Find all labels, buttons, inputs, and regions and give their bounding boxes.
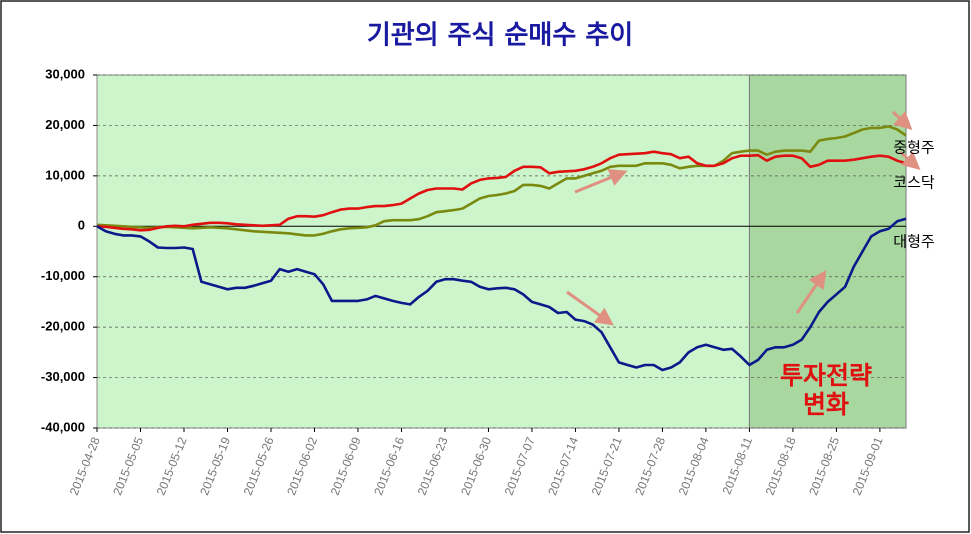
x-tick-label: 2015-07-28 [632,435,668,497]
y-tick-label: 10,000 [45,167,85,182]
y-tick-label: -30,000 [41,369,85,384]
y-tick-label: 0 [78,218,85,233]
highlight-region [748,74,907,429]
arrow [899,150,921,170]
x-tick-label: 2015-07-07 [502,435,538,497]
plot-area: 30,000 20,000 10,000 0 -10,000 -20,000 -30,000… [41,66,907,497]
x-tick-label: 2015-06-16 [371,435,407,497]
x-tick-label: 2015-09-01 [850,435,886,497]
x-tick-label: 2015-07-21 [589,435,625,497]
annotation: 투자전략 [780,361,872,390]
arrow [574,169,628,194]
x-tick-label: 2015-05-19 [197,435,233,497]
x-tick-label: 2015-06-23 [415,435,451,497]
series-line [96,125,907,237]
x-tick-label: 2015-08-11 [719,435,755,497]
x-tick-label: 2015-06-02 [284,435,320,497]
y-tick-label: -40,000 [41,419,85,434]
series-line [96,150,907,232]
y-tick-label: -10,000 [41,268,85,283]
arrow [566,290,614,326]
annotation: 변화 [803,390,849,419]
series-label: 대형주 [893,233,934,251]
x-tick-label: 2015-05-12 [154,435,190,497]
arrow [891,110,913,131]
y-tick-label: -20,000 [41,319,85,334]
x-tick-label: 2015-05-26 [241,435,277,497]
series-label: 코스닥 [893,174,935,192]
x-tick-label: 2015-08-18 [763,435,799,497]
x-tick-label: 2015-06-30 [458,435,494,497]
x-tick-label: 2015-06-09 [328,435,364,497]
y-tick-label: 30,000 [45,66,85,81]
arrows [566,110,921,326]
x-tick-label: 2015-08-04 [676,435,712,497]
arrow [795,270,827,314]
x-tick-label: 2015-07-14 [545,435,581,497]
series-line [96,217,907,372]
x-tick-label: 2015-08-25 [806,435,842,497]
chart-title: 기관의 주식 순매수 추이 [367,21,633,51]
x-tick-label: 2015-04-28 [67,435,103,497]
y-tick-label: 20,000 [45,117,85,132]
series-label: 중형주 [893,139,934,157]
x-tick-label: 2015-05-05 [110,435,146,497]
